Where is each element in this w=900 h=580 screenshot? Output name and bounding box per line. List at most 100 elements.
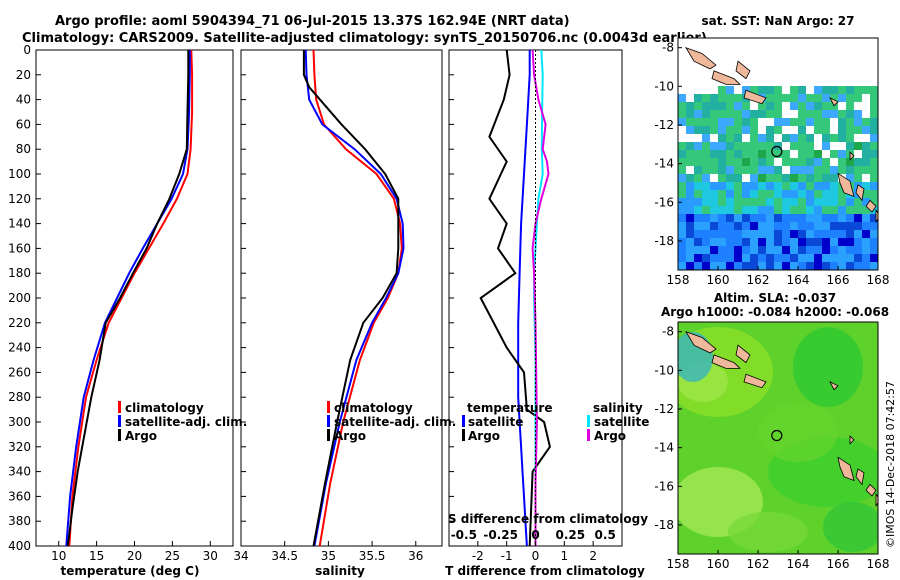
legend-swatch-t-argo [462, 429, 465, 441]
sst-pixel [678, 102, 686, 110]
sst-pixel [678, 94, 686, 102]
sst-pixel [686, 190, 694, 198]
sla-anomaly-patch [758, 402, 838, 462]
sst-pixel [862, 238, 870, 246]
sst-pixel [702, 174, 710, 182]
sst-pixel [854, 158, 862, 166]
sst-pixel [758, 238, 766, 246]
sst-pixel [766, 206, 774, 214]
map-y-tick-label: -8 [662, 325, 674, 339]
sla-anomaly-patch [728, 512, 808, 552]
sst-pixel [854, 126, 862, 134]
sst-pixel [694, 110, 702, 118]
legend-label-t-satellite: satellite [468, 415, 523, 429]
sst-pixel [790, 254, 798, 262]
sst-pixel [838, 150, 846, 158]
sst-pixel [806, 174, 814, 182]
sst-pixel [718, 158, 726, 166]
sst-pixel [774, 110, 782, 118]
sst-pixel [750, 222, 758, 230]
sst-pixel [806, 214, 814, 222]
sst-pixel [806, 198, 814, 206]
sst-pixel [814, 246, 822, 254]
sst-pixel [830, 110, 838, 118]
sst-pixel [774, 262, 782, 270]
sst-pixel [678, 246, 686, 254]
sst-pixel [758, 134, 766, 142]
island-landmass [865, 199, 877, 213]
y-tick-label: 80 [16, 142, 31, 156]
sst-pixel [726, 134, 734, 142]
sst-pixel [790, 230, 798, 238]
island-landmass [711, 70, 741, 85]
difference-legend-salinity: salinity satellite Argo [587, 401, 649, 443]
sst-pixel [726, 142, 734, 150]
imos-credit: ©IMOS 14-Dec-2018 07:42:57 [884, 381, 897, 548]
x-tick-label: 36 [408, 549, 423, 563]
sst-pixel [766, 110, 774, 118]
sst-pixel [734, 166, 742, 174]
sst-pixel [694, 222, 702, 230]
sst-pixel [710, 198, 718, 206]
temperature-plot-frame [35, 49, 234, 547]
sst-pixel [870, 118, 878, 126]
map-y-tick-label: -18 [654, 234, 674, 248]
series-line-satellite-adj-clim [304, 50, 405, 546]
sst-pixel [758, 222, 766, 230]
sst-pixel [830, 246, 838, 254]
sst-pixel [710, 102, 718, 110]
map-x-tick-label: 162 [747, 273, 770, 287]
sst-pixel [718, 102, 726, 110]
sst-pixel [862, 86, 870, 94]
legend-title-temperature: temperature [467, 401, 552, 415]
sst-pixel [774, 86, 782, 94]
sst-pixel [798, 126, 806, 134]
island-landmass [855, 468, 865, 486]
sst-pixel [854, 222, 862, 230]
y-tick-label: 380 [8, 514, 31, 528]
sst-pixel [806, 166, 814, 174]
legend-label-climatology: climatology [334, 401, 413, 415]
sst-pixel [830, 222, 838, 230]
sst-pixel [726, 174, 734, 182]
sst-pixel [750, 150, 758, 158]
x-tick-label: 35.5 [359, 549, 386, 563]
sst-pixel [774, 214, 782, 222]
y-tick-label: 320 [8, 440, 31, 454]
sst-pixel [862, 190, 870, 198]
sst-pixel [726, 158, 734, 166]
y-tick-label: 40 [16, 93, 31, 107]
sst-pixel [846, 174, 854, 182]
sst-pixel [814, 214, 822, 222]
sst-pixel [838, 206, 846, 214]
sst-pixel [742, 118, 750, 126]
sst-pixel [870, 254, 878, 262]
sst-pixel [814, 206, 822, 214]
sst-pixel [830, 94, 838, 102]
series-line-t-argo [479, 50, 551, 546]
x-tick-label: 0 [532, 549, 540, 563]
sst-pixel [814, 254, 822, 262]
island-landmass [711, 354, 741, 369]
island-landmass [735, 60, 751, 80]
sst-pixel [758, 262, 766, 270]
sst-pixel [838, 118, 846, 126]
y-tick-label: 140 [8, 217, 31, 231]
sst-pixel [710, 214, 718, 222]
y-tick-label: 360 [8, 489, 31, 503]
sst-pixel [846, 246, 854, 254]
sst-pixel [862, 150, 870, 158]
sst-pixel [806, 134, 814, 142]
sst-pixel [806, 102, 814, 110]
sst-pixel [798, 166, 806, 174]
sst-pixel [702, 262, 710, 270]
sst-pixel [814, 262, 822, 270]
sst-pixel [846, 102, 854, 110]
series-line-satellite-adj-clim [65, 50, 191, 546]
sst-pixel [870, 214, 878, 222]
sst-pixel [702, 222, 710, 230]
sst-pixel [718, 86, 726, 94]
sst-pixel [790, 206, 798, 214]
sst-pixel [862, 118, 870, 126]
